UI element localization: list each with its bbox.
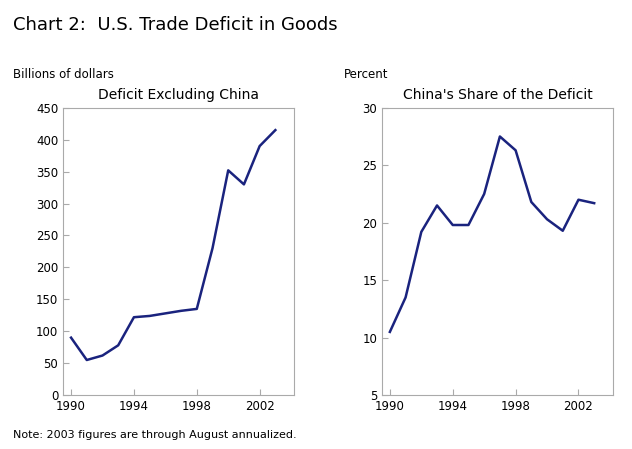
Title: Deficit Excluding China: Deficit Excluding China bbox=[98, 88, 259, 102]
Text: Note: 2003 figures are through August annualized.: Note: 2003 figures are through August an… bbox=[13, 430, 296, 440]
Text: Billions of dollars: Billions of dollars bbox=[13, 68, 114, 81]
Title: China's Share of the Deficit: China's Share of the Deficit bbox=[403, 88, 592, 102]
Text: Percent: Percent bbox=[344, 68, 389, 81]
Text: Chart 2:  U.S. Trade Deficit in Goods: Chart 2: U.S. Trade Deficit in Goods bbox=[13, 16, 337, 34]
